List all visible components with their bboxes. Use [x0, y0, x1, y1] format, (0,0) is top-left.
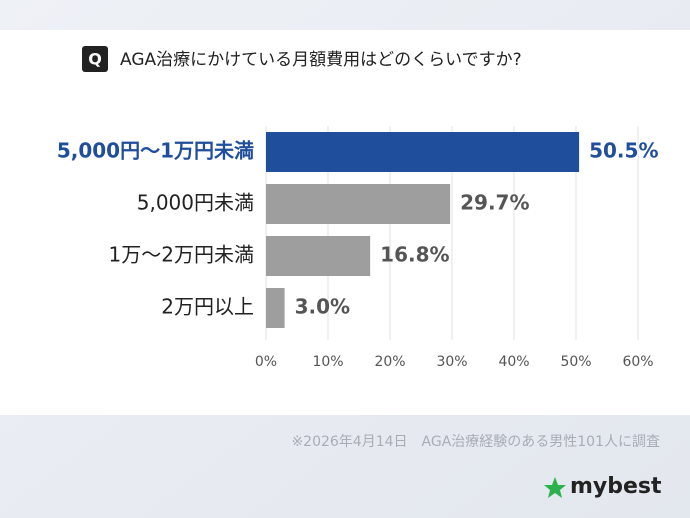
value-label: 16.8%	[380, 243, 449, 267]
category-label: 5,000円～1万円未満	[57, 139, 254, 163]
bar	[266, 288, 285, 328]
x-tick-label: 40%	[498, 354, 529, 370]
x-tick-label: 30%	[436, 354, 467, 370]
bar	[266, 132, 580, 172]
category-label: 1万～2万円未満	[109, 243, 254, 267]
brand-star	[544, 477, 566, 498]
x-tick-label: 0%	[255, 354, 277, 370]
x-tick-label: 60%	[622, 354, 653, 370]
bar	[266, 236, 371, 276]
value-label: 50.5%	[589, 139, 658, 163]
badge	[82, 46, 108, 72]
note: ※2026年4月14日 AGA治療経験のある男性101人に調査	[291, 433, 660, 450]
badge-text: Q	[88, 50, 102, 69]
value-label: 29.7%	[460, 191, 529, 215]
category-label: 2万円以上	[161, 295, 254, 319]
x-tick-label: 50%	[560, 354, 591, 370]
value-label: 3.0%	[295, 295, 350, 319]
category-label: 5,000円未満	[137, 191, 254, 215]
chart-title: AGA治療にかけている月額費用はどのくらいですか?	[120, 50, 522, 70]
bar	[266, 184, 451, 224]
x-tick-label: 10%	[312, 354, 343, 370]
brand: mybest	[570, 474, 662, 499]
x-tick-label: 20%	[374, 354, 405, 370]
